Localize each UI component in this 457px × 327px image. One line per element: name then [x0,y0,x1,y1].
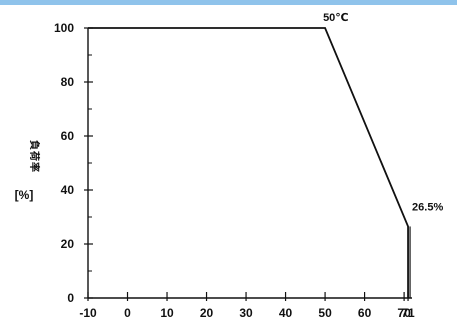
y-label-char: 負 [28,140,41,150]
x-tick-label: 20 [200,306,214,320]
x-tick-label: -10 [79,306,97,320]
y-label-char: 荷 [28,150,41,161]
annotations: 50℃ 26.5% [323,12,443,213]
series-group [88,27,411,298]
x-tick-label: 50 [318,306,332,320]
x-tick-label: 0 [124,306,131,320]
y-tick-label: 100 [54,21,74,35]
y-axis-label-group: 負荷率 [%] [15,140,41,202]
y-tick-label: 0 [67,291,74,305]
y-label-char: 率 [28,162,41,172]
annotation-26-5-percent: 26.5% [412,201,443,213]
x-tick-label: 70 [397,306,411,320]
y-ticks: 0 20 40 60 80 100 [54,21,93,305]
y-tick-label: 80 [61,75,75,89]
x-tick-label: 60 [358,306,372,320]
top-accent-bar [0,0,457,5]
x-tick-label: 30 [239,306,253,320]
x-tick-label: 10 [160,306,174,320]
x-tick-label: 40 [279,306,293,320]
series-line [88,27,409,298]
axes [87,28,412,299]
y-tick-label: 20 [61,237,75,251]
annotation-50c: 50℃ [323,12,349,24]
x-tick-label: 71 [401,306,415,320]
y-tick-label: 60 [61,129,75,143]
y-unit-label: [%] [15,188,34,202]
y-tick-label: 40 [61,183,75,197]
